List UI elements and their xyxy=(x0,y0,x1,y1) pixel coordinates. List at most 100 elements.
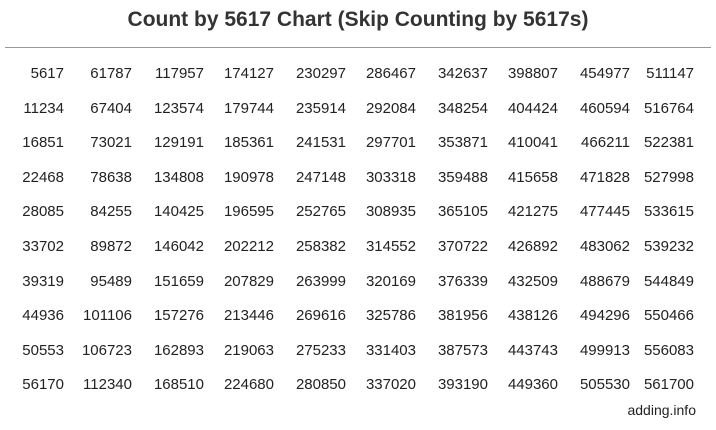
table-cell: 494296 xyxy=(579,307,630,325)
table-cell: 443743 xyxy=(507,341,558,359)
table-cell: 297701 xyxy=(365,134,416,152)
table-cell: 168510 xyxy=(153,376,204,394)
table-cell: 16851 xyxy=(22,134,64,152)
table-cell: 213446 xyxy=(223,307,274,325)
table-cell: 398807 xyxy=(507,65,558,82)
table-cell: 325786 xyxy=(365,307,416,325)
table-cell: 381956 xyxy=(437,307,488,325)
table-cell: 112340 xyxy=(83,376,132,394)
site-credit: adding.info xyxy=(627,402,696,418)
table-cell: 353871 xyxy=(437,134,488,152)
table-cell: 61787 xyxy=(90,65,132,82)
table-cell: 556083 xyxy=(643,341,694,359)
table-cell: 202212 xyxy=(223,238,274,255)
table-cell: 22468 xyxy=(22,168,64,186)
table-cell: 280850 xyxy=(295,376,346,394)
table-cell: 151659 xyxy=(153,272,204,290)
table-cell: 224680 xyxy=(223,376,274,394)
table-cell: 275233 xyxy=(295,341,346,359)
table-cell: 466211 xyxy=(581,134,630,152)
table-cell: 499913 xyxy=(579,341,630,359)
table-cell: 5617 xyxy=(30,65,64,82)
table-cell: 471828 xyxy=(579,168,630,186)
table-cell: 320169 xyxy=(365,272,416,290)
table-cell: 483062 xyxy=(579,238,630,255)
table-cell: 393190 xyxy=(437,376,488,394)
title-divider xyxy=(5,47,711,48)
table-cell: 146042 xyxy=(153,238,204,255)
table-cell: 269616 xyxy=(295,307,346,325)
table-cell: 454977 xyxy=(579,65,630,82)
table-cell: 140425 xyxy=(153,203,204,221)
table-cell: 129191 xyxy=(153,134,204,152)
table-cell: 365105 xyxy=(437,203,488,221)
table-cell: 196595 xyxy=(223,203,274,221)
table-cell: 67404 xyxy=(90,99,132,117)
table-cell: 404424 xyxy=(507,99,558,117)
table-cell: 308935 xyxy=(365,203,416,221)
table-cell: 258382 xyxy=(295,238,346,255)
table-cell: 190978 xyxy=(223,168,274,186)
table-cell: 50553 xyxy=(22,341,64,359)
table-cell: 28085 xyxy=(22,203,64,221)
table-cell: 511147 xyxy=(646,65,694,82)
table-cell: 342637 xyxy=(437,65,488,82)
table-cell: 522381 xyxy=(643,134,694,152)
table-cell: 539232 xyxy=(643,238,694,255)
table-cell: 415658 xyxy=(507,168,558,186)
table-cell: 460594 xyxy=(579,99,630,117)
table-cell: 235914 xyxy=(295,99,346,117)
table-cell: 370722 xyxy=(437,238,488,255)
table-cell: 11234 xyxy=(23,99,64,117)
table-cell: 544849 xyxy=(643,272,694,290)
table-cell: 241531 xyxy=(295,134,346,152)
table-cell: 39319 xyxy=(22,272,64,290)
table-cell: 348254 xyxy=(437,99,488,117)
table-cell: 101106 xyxy=(83,307,132,325)
table-cell: 252765 xyxy=(295,203,346,221)
table-cell: 56170 xyxy=(22,376,64,394)
table-cell: 157276 xyxy=(153,307,204,325)
table-cell: 44936 xyxy=(22,307,64,325)
table-cell: 179744 xyxy=(223,99,274,117)
table-cell: 527998 xyxy=(643,168,694,186)
table-cell: 314552 xyxy=(365,238,416,255)
table-cell: 89872 xyxy=(90,238,132,255)
table-cell: 303318 xyxy=(365,168,416,186)
table-cell: 33702 xyxy=(22,238,64,255)
table-cell: 550466 xyxy=(643,307,694,325)
table-cell: 477445 xyxy=(579,203,630,221)
table-cell: 73021 xyxy=(90,134,132,152)
table-cell: 387573 xyxy=(437,341,488,359)
chart-title: Count by 5617 Chart (Skip Counting by 56… xyxy=(127,8,589,31)
table-cell: 292084 xyxy=(365,99,416,117)
table-cell: 263999 xyxy=(295,272,346,290)
table-cell: 561700 xyxy=(643,376,694,394)
table-cell: 78638 xyxy=(90,168,132,186)
table-cell: 438126 xyxy=(507,307,558,325)
table-cell: 219063 xyxy=(223,341,274,359)
table-cell: 337020 xyxy=(365,376,416,394)
table-cell: 207829 xyxy=(223,272,274,290)
table-cell: 84255 xyxy=(90,203,132,221)
table-cell: 123574 xyxy=(153,99,204,117)
table-cell: 185361 xyxy=(223,134,274,152)
table-cell: 134808 xyxy=(153,168,204,186)
table-cell: 174127 xyxy=(223,65,274,82)
table-cell: 410041 xyxy=(507,134,558,152)
table-cell: 432509 xyxy=(507,272,558,290)
table-cell: 426892 xyxy=(507,238,558,255)
table-cell: 331403 xyxy=(365,341,416,359)
table-cell: 449360 xyxy=(507,376,558,394)
table-cell: 95489 xyxy=(90,272,132,290)
table-cell: 421275 xyxy=(507,203,558,221)
table-cell: 516764 xyxy=(643,99,694,117)
table-cell: 533615 xyxy=(643,203,694,221)
table-cell: 162893 xyxy=(153,341,204,359)
table-cell: 488679 xyxy=(579,272,630,290)
table-cell: 505530 xyxy=(579,376,630,394)
table-cell: 117957 xyxy=(155,65,204,82)
table-cell: 286467 xyxy=(365,65,416,82)
table-cell: 230297 xyxy=(295,65,346,82)
table-cell: 359488 xyxy=(437,168,488,186)
